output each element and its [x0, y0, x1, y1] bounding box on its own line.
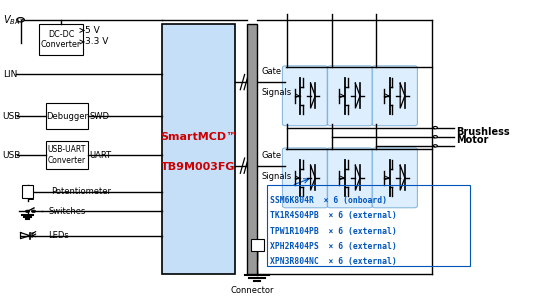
- Bar: [46, 141, 88, 169]
- Text: Potentiometer: Potentiometer: [51, 187, 111, 196]
- Text: USB-UART
Converter: USB-UART Converter: [48, 145, 86, 165]
- Text: TPW1R104PB  × 6 (external): TPW1R104PB × 6 (external): [270, 226, 397, 236]
- Text: 5 V: 5 V: [85, 26, 100, 35]
- Text: SSM6K804R  × 6 (onboard): SSM6K804R × 6 (onboard): [270, 196, 387, 205]
- Text: Switches: Switches: [49, 207, 86, 216]
- FancyBboxPatch shape: [282, 66, 328, 126]
- Text: USB: USB: [3, 112, 21, 121]
- Text: XPH2R404PS  × 6 (external): XPH2R404PS × 6 (external): [270, 242, 397, 251]
- Text: SmartMCD™: SmartMCD™: [160, 132, 237, 142]
- Text: Motor: Motor: [456, 135, 489, 145]
- Text: USB: USB: [3, 150, 21, 160]
- Text: $V_{BAT}$: $V_{BAT}$: [3, 13, 25, 27]
- Text: Brushless: Brushless: [456, 127, 510, 137]
- FancyBboxPatch shape: [372, 66, 417, 126]
- Text: DC-DC
Converter: DC-DC Converter: [41, 30, 81, 49]
- Bar: [22, 185, 33, 198]
- FancyBboxPatch shape: [282, 148, 328, 208]
- Text: XPN3R804NC  × 6 (external): XPN3R804NC × 6 (external): [270, 257, 397, 266]
- Text: Gate: Gate: [261, 150, 281, 160]
- Text: LIN: LIN: [3, 70, 17, 79]
- Text: Signals: Signals: [261, 172, 292, 181]
- FancyBboxPatch shape: [327, 148, 373, 208]
- Text: TB9M003FG: TB9M003FG: [161, 162, 235, 172]
- Bar: [247, 24, 257, 274]
- Text: 3.3 V: 3.3 V: [85, 37, 109, 47]
- Text: Signals: Signals: [261, 88, 292, 97]
- FancyBboxPatch shape: [327, 66, 373, 126]
- Text: Debugger: Debugger: [46, 112, 88, 121]
- Circle shape: [31, 210, 36, 212]
- Text: UART: UART: [89, 150, 111, 160]
- Text: SWD: SWD: [89, 112, 109, 121]
- Bar: [46, 103, 88, 129]
- FancyBboxPatch shape: [372, 148, 417, 208]
- Circle shape: [25, 210, 30, 212]
- Text: Connector: Connector: [231, 286, 274, 295]
- Bar: [267, 185, 470, 266]
- Bar: [39, 24, 83, 55]
- Bar: [251, 239, 264, 251]
- Text: Gate: Gate: [261, 67, 281, 76]
- Text: TK1R4S04PB  × 6 (external): TK1R4S04PB × 6 (external): [270, 211, 397, 220]
- Bar: [162, 24, 235, 274]
- Text: LEDs: LEDs: [49, 231, 69, 240]
